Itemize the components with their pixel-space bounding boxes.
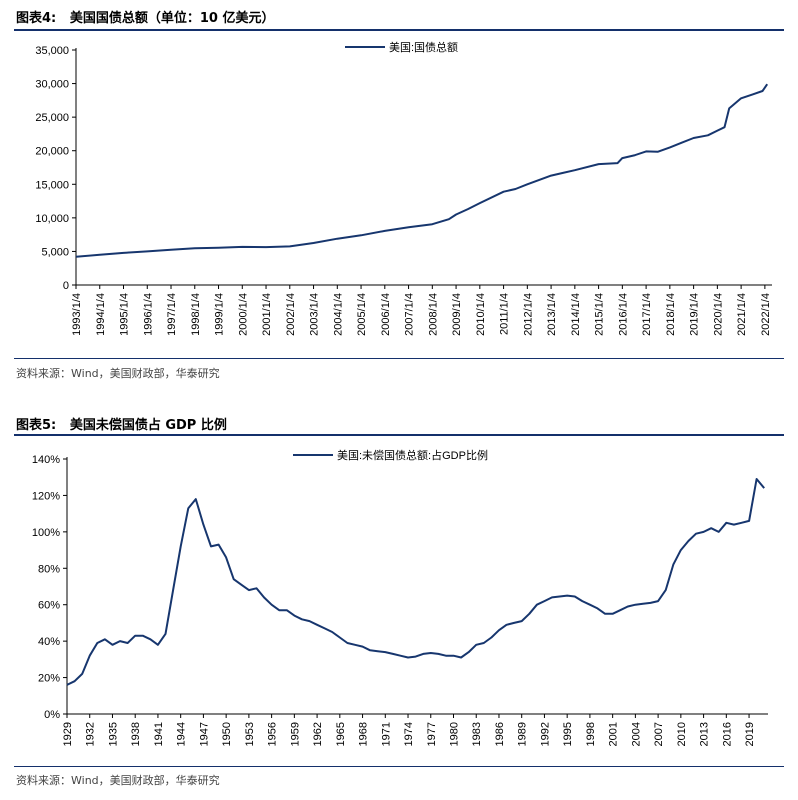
debt-x-tick-label: 2018/1/4 (665, 293, 677, 336)
gdp-y-tick-label: 80% (38, 563, 60, 575)
gdp-x-tick-label: 1956 (267, 722, 279, 746)
gdp-x-tick-label: 1995 (562, 722, 574, 746)
gdp-x-tick-label: 2010 (676, 722, 688, 746)
debt-x-tick-label: 2011/1/4 (499, 293, 511, 335)
debt-x-tick-label: 1999/1/4 (214, 293, 226, 336)
debt-x-tick-label: 2013/1/4 (546, 293, 558, 336)
gdp-x-tick-label: 1932 (85, 722, 97, 746)
gdp-x-tick-label: 1989 (517, 722, 529, 746)
gdp-x-tick-label: 2004 (630, 722, 642, 746)
gdp-x-tick-label: 1944 (176, 722, 188, 746)
debt-x-tick-label: 2001/1/4 (261, 293, 273, 336)
figure-5-title: 图表5: 美国未偿国债占 GDP 比例 (16, 418, 227, 433)
debt-x-tick-label: 2004/1/4 (332, 293, 344, 336)
gdp-x-tick-label: 1959 (289, 722, 301, 746)
gdp-y-tick-label: 0% (44, 709, 60, 721)
debt-x-tick-label: 2000/1/4 (237, 293, 249, 336)
gdp-x-tick-label: 1938 (130, 722, 142, 746)
debt-x-tick-label: 2020/1/4 (712, 293, 724, 336)
gdp-y-tick-label: 20% (38, 673, 60, 685)
gdp-x-tick-label: 1935 (107, 722, 119, 746)
debt-y-tick-label: 0 (63, 280, 69, 292)
gdp-series-line (66, 478, 765, 686)
gdp-x-tick-label: 1998 (585, 722, 597, 746)
gdp-x-tick-label: 1947 (198, 722, 210, 746)
gdp-x-tick-label: 1929 (62, 722, 74, 746)
debt-x-tick-label: 2015/1/4 (594, 293, 606, 336)
figure-4-bottom-rule (14, 358, 784, 359)
gdp-x-tick-label: 2016 (721, 722, 733, 746)
debt-x-tick-label: 2005/1/4 (356, 293, 368, 336)
debt-x-tick-label: 2010/1/4 (475, 293, 487, 336)
gdp-y-tick-label: 100% (32, 527, 60, 539)
figure-5-top-rule (14, 434, 784, 436)
debt-series-line (75, 83, 769, 258)
debt-x-tick-label: 2019/1/4 (689, 293, 701, 336)
gdp-x-tick-label: 2019 (744, 722, 756, 746)
gdp-x-tick-label: 1953 (244, 722, 256, 746)
debt-y-tick-label: 15,000 (35, 179, 69, 191)
gdp-x-tick-label: 2007 (653, 722, 665, 746)
gdp-y-tick-label: 140% (32, 454, 60, 466)
gdp-x-tick-label: 2013 (699, 722, 711, 746)
debt-x-tick-label: 2012/1/4 (522, 293, 534, 336)
debt-x-tick-label: 1997/1/4 (166, 293, 178, 336)
debt-x-tick-label: 2014/1/4 (570, 293, 582, 336)
figure-5-source: 资料来源：Wind，美国财政部，华泰研究 (16, 774, 220, 787)
debt-y-tick-label: 25,000 (35, 112, 69, 124)
debt-y-tick-label: 35,000 (35, 45, 69, 57)
debt-x-tick-label: 2016/1/4 (617, 293, 629, 336)
figure-5-bottom-rule (14, 766, 784, 767)
figure-4-top-rule (14, 29, 784, 31)
gdp-x-tick-label: 1965 (335, 722, 347, 746)
debt-y-tick-label: 10,000 (35, 213, 69, 225)
figure-4-title: 图表4: 美国国债总额（单位：10 亿美元） (16, 11, 275, 26)
debt-x-tick-label: 1993/1/4 (71, 293, 83, 336)
debt-y-tick-label: 20,000 (35, 146, 69, 158)
gdp-x-tick-label: 1983 (471, 722, 483, 746)
gdp-x-tick-label: 1962 (312, 722, 324, 746)
debt-y-tick-label: 5,000 (41, 246, 69, 258)
debt-x-tick-label: 2021/1/4 (736, 293, 748, 336)
gdp-x-tick-label: 1968 (358, 722, 370, 746)
gdp-x-tick-label: 1980 (448, 722, 460, 746)
debt-x-tick-label: 2008/1/4 (427, 293, 439, 336)
debt-x-tick-label: 2007/1/4 (404, 293, 416, 336)
gdp-x-tick-label: 2001 (608, 722, 620, 746)
debt-x-tick-label: 2002/1/4 (285, 293, 297, 336)
gdp-y-tick-label: 40% (38, 636, 60, 648)
gdp-x-tick-label: 1986 (494, 722, 506, 746)
debt-x-tick-label: 1996/1/4 (142, 293, 154, 336)
gdp-y-tick-label: 60% (38, 600, 60, 612)
debt-x-tick-label: 2017/1/4 (641, 293, 653, 336)
debt-y-tick-label: 30,000 (35, 79, 69, 91)
figure-4-source: 资料来源：Wind，美国财政部，华泰研究 (16, 367, 220, 380)
gdp-x-tick-label: 1974 (403, 722, 415, 746)
gdp-y-tick-label: 120% (32, 490, 60, 502)
debt-x-tick-label: 2006/1/4 (380, 293, 392, 336)
gdp-x-tick-label: 1941 (153, 722, 165, 746)
gdp-x-tick-label: 1950 (221, 722, 233, 746)
debt-x-tick-label: 2009/1/4 (451, 293, 463, 336)
gdp-x-tick-label: 1992 (539, 722, 551, 746)
debt-x-tick-label: 1998/1/4 (190, 293, 202, 336)
debt-total-chart: 0 5,000 10,000 15,000 20,000 25,000 30,000 35,0… (35, 40, 772, 336)
debt-to-gdp-chart: 0% 20% 40% 60% 80% 100% 120% 140% 1929 1932 1935 19… (32, 448, 768, 746)
debt-x-tick-label: 2003/1/4 (309, 293, 321, 336)
debt-x-tick-label: 1994/1/4 (95, 293, 107, 336)
debt-x-tick-label: 1995/1/4 (119, 293, 131, 336)
debt-legend-label: 美国:国债总额 (389, 40, 458, 54)
debt-x-tick-label: 2022/1/4 (760, 293, 772, 336)
gdp-x-tick-label: 1971 (380, 722, 392, 746)
gdp-x-tick-label: 1977 (426, 722, 438, 746)
gdp-legend-label: 美国:未偿国债总额:占GDP比例 (337, 448, 488, 462)
